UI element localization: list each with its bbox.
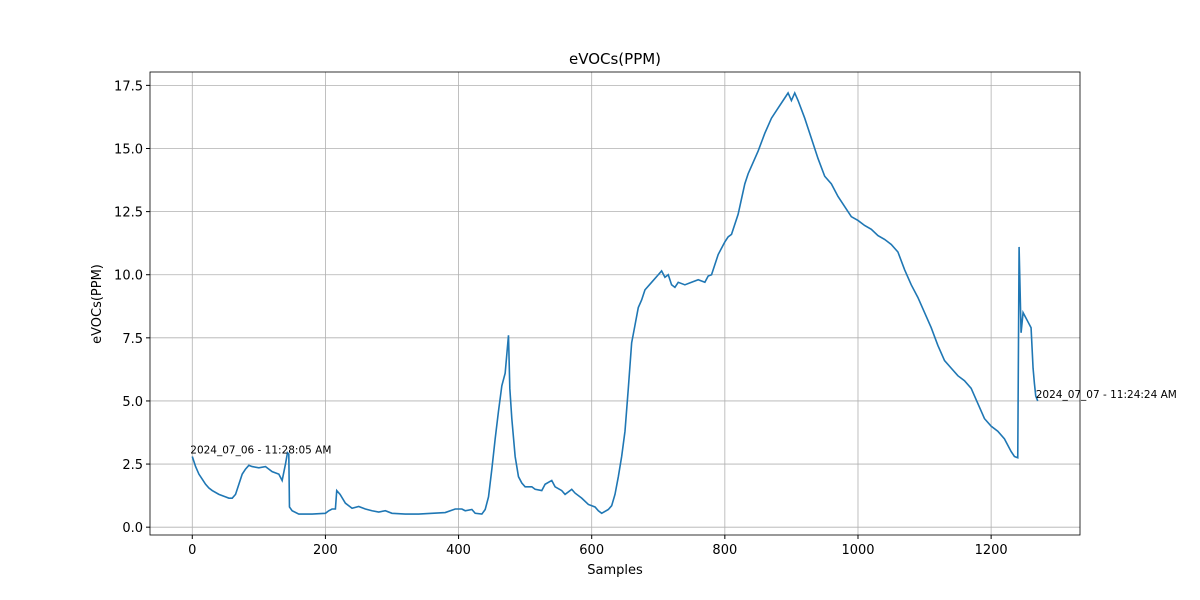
y-tick-label: 12.5 [114, 206, 143, 221]
x-tick-label: 1200 [975, 543, 1008, 558]
x-tick-label: 1000 [841, 543, 874, 558]
x-tick-label: 600 [579, 543, 604, 558]
x-tick-label: 0 [188, 543, 196, 558]
plot-frame [149, 71, 1081, 536]
y-tick-label: 5.0 [122, 395, 143, 410]
y-tick-label: 15.0 [114, 142, 143, 157]
x-tick-label: 800 [712, 543, 737, 558]
annotation: 2024_07_07 - 11:24:24 AM [1036, 389, 1177, 401]
y-tick-label: 0.0 [122, 521, 143, 536]
x-tick-label: 400 [446, 543, 471, 558]
y-tick-label: 17.5 [114, 79, 143, 94]
annotation: 2024_07_06 - 11:28:05 AM [190, 444, 331, 456]
x-tick-label: 200 [313, 543, 338, 558]
chart-title: eVOCs(PPM) [569, 50, 661, 68]
y-tick-label: 2.5 [122, 458, 143, 473]
x-axis-label: Samples [587, 563, 643, 578]
data-line [191, 90, 1039, 515]
y-tick-label: 7.5 [122, 332, 143, 347]
y-axis-label: eVOCs(PPM) [90, 264, 105, 344]
y-tick-label: 10.0 [114, 269, 143, 284]
